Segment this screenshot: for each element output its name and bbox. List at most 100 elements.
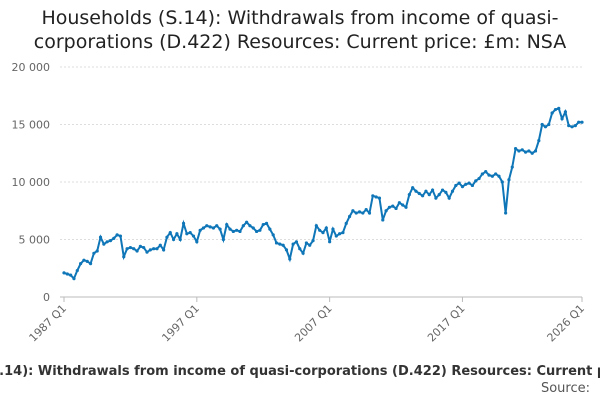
- data-point: [537, 139, 541, 143]
- data-point: [434, 196, 438, 200]
- data-point: [430, 188, 435, 192]
- data-point: [185, 232, 189, 236]
- data-point: [291, 242, 295, 246]
- data-point: [211, 226, 216, 230]
- data-point: [135, 249, 139, 253]
- data-point: [75, 268, 79, 273]
- data-point: [440, 188, 445, 192]
- data-point: [311, 239, 315, 243]
- data-point: [231, 229, 235, 234]
- data-point: [510, 165, 514, 169]
- data-point: [530, 151, 534, 155]
- data-point: [118, 234, 123, 238]
- data-point: [513, 147, 518, 151]
- data-point: [577, 120, 581, 124]
- data-point: [254, 229, 259, 234]
- data-point: [504, 211, 508, 215]
- data-point: [374, 195, 378, 199]
- data-point: [467, 181, 471, 185]
- data-point: [517, 149, 521, 153]
- data-point: [102, 242, 106, 246]
- data-point: [437, 193, 441, 197]
- chart-title: Households (S.14): Withdrawals from inco…: [33, 7, 567, 53]
- data-point: [361, 211, 365, 215]
- x-tick-label: 1987 Q1: [27, 302, 70, 345]
- data-point: [95, 249, 99, 253]
- data-point: [85, 259, 89, 263]
- data-point: [540, 122, 544, 127]
- data-point: [563, 110, 567, 114]
- data-point: [245, 220, 249, 224]
- data-point: [308, 243, 312, 247]
- data-point: [69, 273, 73, 277]
- data-point: [497, 174, 501, 178]
- footer-text: Households (S.14): Withdrawals from inco…: [0, 364, 600, 379]
- data-point: [155, 247, 159, 251]
- data-point: [221, 237, 225, 242]
- y-tick-label: 0: [43, 291, 50, 304]
- data-point: [284, 248, 289, 252]
- data-point: [258, 228, 262, 232]
- data-point: [377, 196, 382, 200]
- data-point: [404, 205, 408, 209]
- data-point: [570, 125, 574, 129]
- data-point: [341, 231, 345, 235]
- data-point: [507, 178, 511, 182]
- data-point: [411, 186, 415, 190]
- data-point: [264, 221, 269, 225]
- data-point: [328, 240, 332, 244]
- data-point: [351, 209, 355, 213]
- data-point: [487, 173, 491, 177]
- data-point: [225, 222, 229, 227]
- data-point: [148, 248, 152, 252]
- data-point: [198, 228, 202, 232]
- data-point: [338, 232, 342, 236]
- data-point: [181, 221, 186, 225]
- data-point: [238, 229, 242, 234]
- data-point: [115, 233, 119, 237]
- data-point: [171, 237, 176, 242]
- data-point: [494, 172, 498, 176]
- data-point: [397, 201, 401, 205]
- data-point: [122, 255, 126, 259]
- data-point: [165, 235, 169, 239]
- data-point: [92, 251, 96, 255]
- data-point: [248, 224, 252, 228]
- data-point: [288, 257, 292, 261]
- data-point: [523, 150, 528, 154]
- data-point: [384, 209, 388, 213]
- data-point: [573, 124, 577, 128]
- data-point: [357, 210, 362, 214]
- data-point: [228, 227, 232, 231]
- data-point: [215, 224, 219, 228]
- y-tick-label: 20 000: [12, 61, 51, 74]
- data-point: [401, 203, 405, 207]
- data-point: [480, 172, 484, 176]
- data-point: [65, 272, 69, 276]
- data-point: [470, 183, 475, 188]
- data-point: [484, 170, 488, 174]
- data-point: [278, 242, 282, 246]
- data-point: [178, 237, 182, 242]
- data-point: [294, 240, 299, 244]
- data-point: [152, 247, 156, 251]
- data-point: [105, 240, 109, 244]
- x-tick-label: 2017 Q1: [425, 302, 468, 345]
- data-point: [162, 248, 166, 252]
- data-point: [567, 124, 571, 128]
- data-point: [450, 189, 455, 193]
- data-point: [132, 247, 136, 251]
- data-point: [344, 221, 348, 225]
- data-point: [128, 245, 133, 250]
- data-point: [414, 189, 418, 193]
- data-point: [88, 262, 93, 266]
- data-point: [477, 176, 481, 181]
- data-point: [444, 190, 448, 194]
- data-point: [191, 234, 196, 238]
- source-label: Source:: [540, 381, 590, 396]
- data-point: [371, 194, 375, 198]
- data-point: [251, 226, 255, 230]
- data-point: [108, 239, 113, 243]
